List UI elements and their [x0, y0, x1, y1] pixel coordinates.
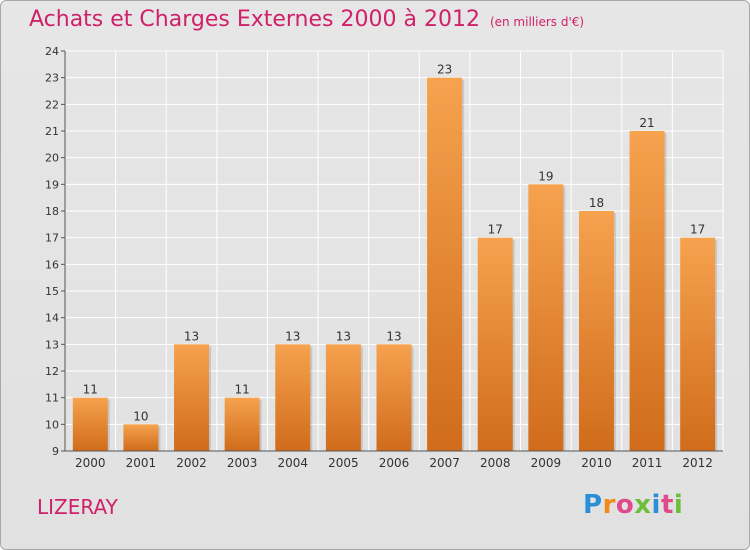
y-tick-label: 16 [45, 258, 59, 271]
x-tick-label: 2009 [531, 456, 562, 470]
logo-letter: o [615, 490, 635, 520]
logo-letter: x [634, 490, 652, 520]
bar [578, 211, 614, 451]
x-tick-label: 2003 [227, 456, 258, 470]
x-tick-label: 2010 [581, 456, 612, 470]
x-tick-label: 2000 [75, 456, 106, 470]
logo-letter: r [602, 490, 616, 520]
logo-letter: P [583, 490, 603, 520]
y-tick-label: 18 [45, 205, 59, 218]
x-tick-label: 2007 [429, 456, 460, 470]
x-tick-label: 2008 [480, 456, 511, 470]
y-tick-label: 24 [45, 45, 59, 58]
bar-value-label: 13 [184, 329, 199, 343]
bar [325, 344, 361, 451]
y-tick-label: 10 [45, 418, 59, 431]
y-tick-label: 13 [45, 338, 59, 351]
y-tick-label: 14 [45, 312, 59, 325]
y-tick-label: 17 [45, 232, 59, 245]
chart-title: Achats et Charges Externes 2000 à 2012 (e… [29, 7, 584, 32]
chart-title-main: Achats et Charges Externes 2000 à 2012 [29, 7, 480, 32]
logo-letter: i [651, 490, 661, 520]
bar-value-label: 11 [235, 383, 250, 397]
bar [680, 237, 716, 451]
x-tick-label: 2012 [682, 456, 713, 470]
bar [123, 424, 159, 451]
bar-value-label: 21 [639, 116, 654, 130]
x-tick-label: 2006 [379, 456, 410, 470]
y-tick-label: 22 [45, 98, 59, 111]
y-tick-label: 9 [52, 445, 59, 458]
commune-name: LIZERAY [37, 495, 118, 519]
x-tick-label: 2005 [328, 456, 359, 470]
bar [629, 131, 665, 451]
y-tick-label: 11 [45, 392, 59, 405]
x-tick-label: 2011 [632, 456, 663, 470]
y-tick-label: 21 [45, 125, 59, 138]
logo-letter: i [673, 490, 684, 520]
y-tick-label: 19 [45, 178, 59, 191]
bar [72, 397, 108, 451]
bar-value-label: 13 [336, 329, 351, 343]
bar-value-label: 13 [386, 329, 401, 343]
x-tick-label: 2002 [176, 456, 207, 470]
y-tick-label: 20 [45, 152, 59, 165]
proxiti-logo: Proxiti [583, 490, 683, 520]
bar-value-label: 19 [538, 169, 553, 183]
bar [174, 344, 210, 451]
y-tick-label: 15 [45, 285, 59, 298]
y-tick-label: 23 [45, 72, 59, 85]
bar-value-label: 17 [690, 223, 705, 237]
bar-value-label: 23 [437, 63, 452, 77]
bar-value-label: 13 [285, 329, 300, 343]
logo-letter: t [660, 490, 674, 520]
bar [427, 77, 463, 452]
bar-value-label: 18 [589, 196, 604, 210]
bar [477, 237, 513, 451]
bar-value-label: 17 [488, 223, 503, 237]
x-tick-label: 2004 [277, 456, 308, 470]
bar [376, 344, 412, 451]
bar [224, 397, 260, 451]
bar-value-label: 11 [83, 383, 98, 397]
y-tick-label: 12 [45, 365, 59, 378]
x-tick-label: 2001 [126, 456, 157, 470]
chart-unit: (en milliers d'€) [489, 15, 585, 29]
bar-value-label: 10 [133, 409, 148, 423]
bar [528, 184, 564, 452]
bar [275, 344, 311, 451]
